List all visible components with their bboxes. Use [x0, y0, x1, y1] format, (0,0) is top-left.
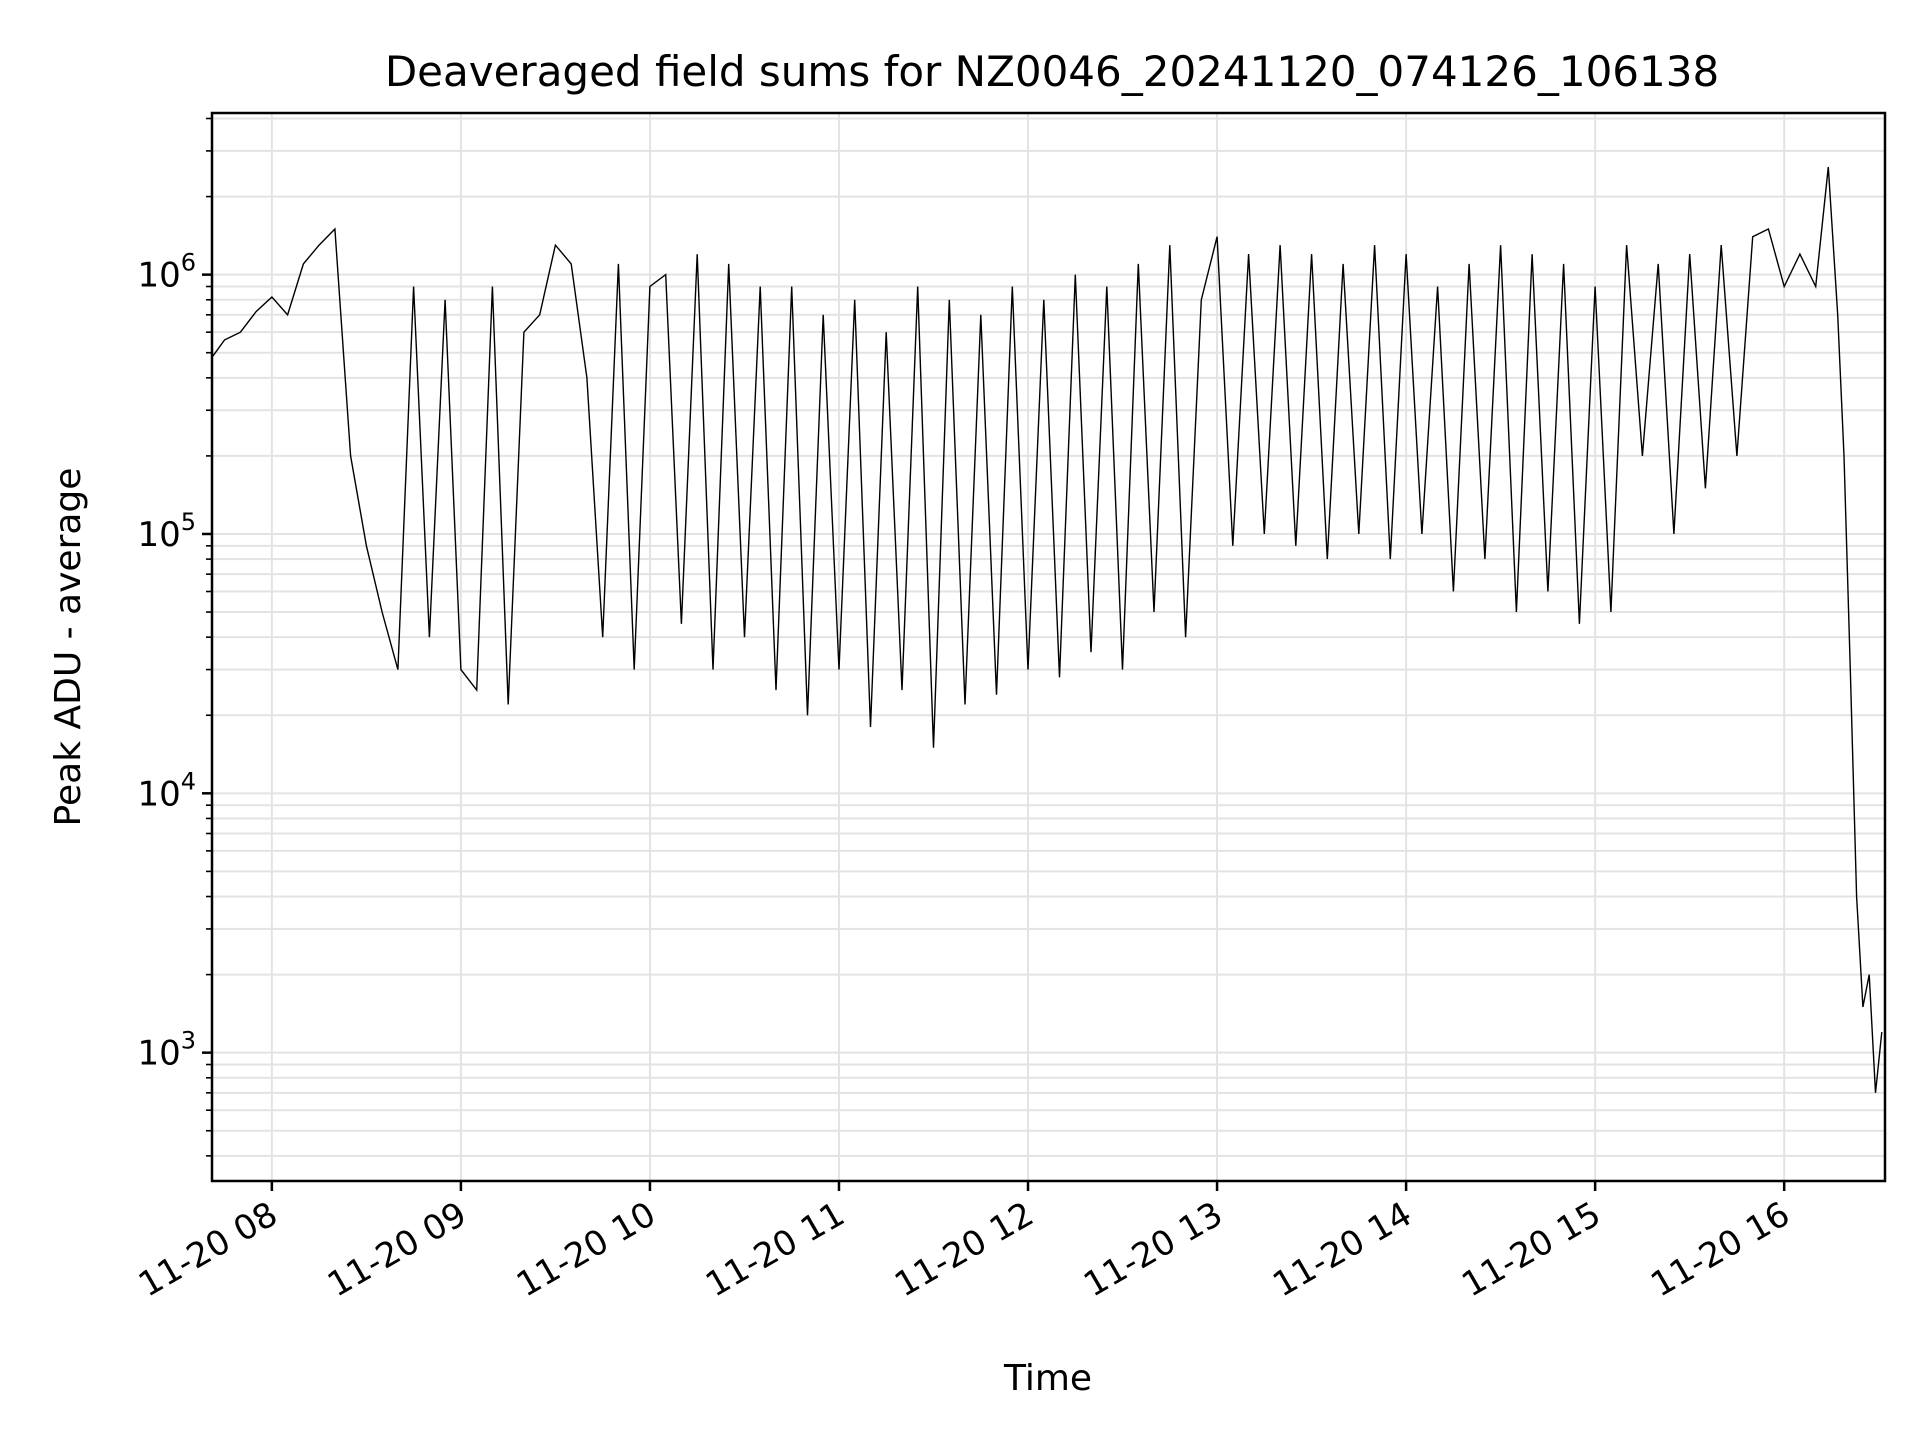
y-tick-label: 103	[137, 1027, 196, 1074]
x-tick-label: 11-20 12	[888, 1194, 1040, 1305]
y-tick-label: 105	[137, 508, 196, 555]
x-tick-label: 11-20 13	[1077, 1194, 1229, 1305]
axis-ticks	[202, 117, 1786, 1191]
series-layer	[211, 166, 1883, 1093]
x-tick-label: 11-20 15	[1455, 1194, 1607, 1305]
series-line-0	[211, 166, 1883, 1093]
x-tick-label: 11-20 14	[1266, 1194, 1418, 1305]
x-tick-label: 11-20 09	[321, 1194, 473, 1305]
x-axis-label: Time	[1003, 1358, 1092, 1399]
plot-frame	[210, 111, 1887, 1183]
y-tick-label: 106	[137, 249, 196, 296]
y-axis-label: Peak ADU - average	[48, 468, 89, 827]
grid	[212, 113, 1885, 1181]
y-tick-label: 104	[137, 767, 196, 814]
tick-labels: 103 104 105 106 11-20 08 11-20 09 11-20 10 11-2…	[132, 249, 1797, 1306]
x-tick-label: 11-20 11	[699, 1194, 851, 1305]
chart-title: Deaveraged field sums for NZ0046_2024112…	[385, 47, 1719, 96]
x-tick-label: 11-20 16	[1644, 1194, 1796, 1305]
x-tick-label: 11-20 08	[132, 1194, 284, 1305]
x-tick-label: 11-20 10	[510, 1194, 662, 1305]
